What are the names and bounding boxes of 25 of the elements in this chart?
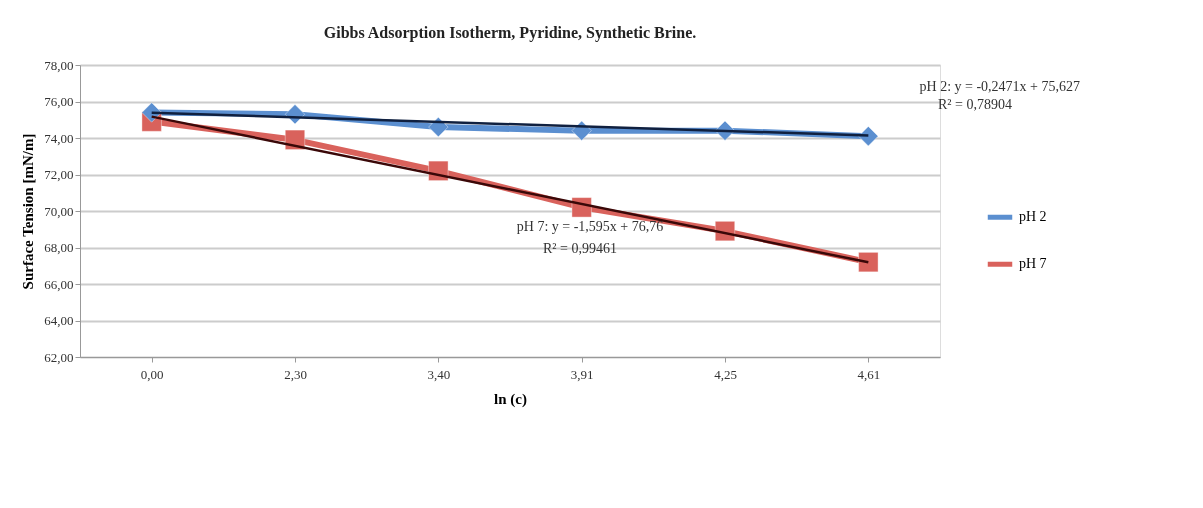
x-tick-label: 2,30 [284,366,307,382]
chart-title: Gibbs Adsorption Isotherm, Pyridine, Synthetic Brine. [323,24,697,42]
y-tick-label: 78,00 [44,57,74,73]
y-tick-label: 64,00 [44,313,74,328]
x-tick-label: 3,40 [427,366,451,382]
x-tick-label: 3,91 [570,366,594,382]
annotation: pH 2: y = -0,2471x + 75,627 [919,79,1080,94]
legend-label: pH 7 [1019,256,1047,272]
y-tick-label: 68,00 [44,240,74,255]
point [858,251,879,273]
y-tick-label: 76,00 [44,94,74,109]
x-tick-label: 0,00 [140,366,164,382]
y-tick-label: 74,00 [44,130,74,146]
annotation: R² = 0,99461 [543,241,617,256]
y-tick-label: 70,00 [44,203,74,219]
annotation: R² = 0,78904 [938,97,1012,112]
y-tick-label: 66,00 [44,276,74,292]
x-axis-title: ln (c) [494,390,527,408]
annotation: pH 7: y = -1,595x + 76,76 [516,219,664,234]
legend-label: pH 2 [1019,209,1047,225]
x-tick-label: 4,61 [857,366,881,382]
y-tick-label: 72,00 [44,167,74,182]
x-tick-label: 4,25 [714,366,737,382]
y-tick-label: 62,00 [44,349,74,365]
y-axis-title: Surface Tension [mN/m] [20,133,37,290]
